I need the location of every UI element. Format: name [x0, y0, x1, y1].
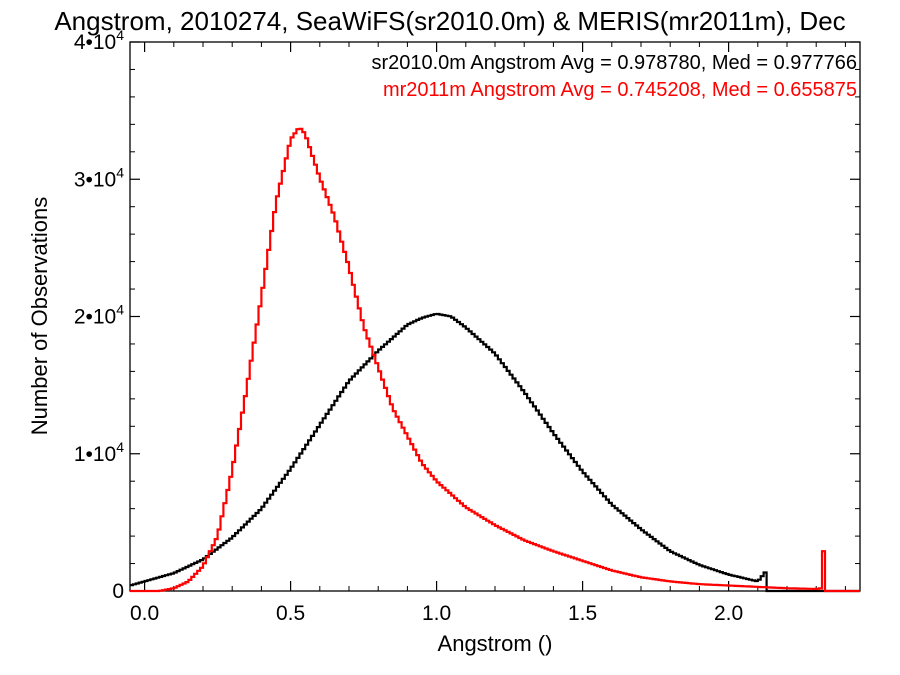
series-layer: [130, 127, 860, 593]
y-tick-label: 1•104: [74, 439, 124, 466]
y-tick-label: 3•104: [74, 164, 124, 191]
x-tick-label: 2.0: [714, 602, 743, 625]
x-tick-label: 1.0: [422, 602, 451, 625]
y-axis-label: Number of Observations: [27, 197, 52, 435]
x-axis-ticks: 0.0 0.5 1.0 1.5 2.0: [130, 42, 846, 625]
chart-title: Angstrom, 2010274, SeaWiFS(sr2010.0m) & …: [54, 6, 845, 36]
y-axis-ticks: 0 1•104 2•104 3•104 4•104: [74, 27, 860, 603]
legend-entry-sr2010: sr2010.0m Angstrom Avg = 0.978780, Med =…: [371, 52, 857, 74]
x-tick-label: 1.5: [568, 602, 597, 625]
series-line-0: [130, 312, 860, 593]
legend-entry-mr2011: mr2011m Angstrom Avg = 0.745208, Med = 0…: [383, 79, 857, 101]
plot-frame: [129, 41, 861, 592]
y-tick-label: 4•104: [74, 27, 124, 54]
y-tick-label: 0: [112, 580, 124, 603]
x-tick-label: 0.0: [130, 602, 159, 625]
y-tick-label: 2•104: [74, 302, 124, 329]
x-tick-label: 0.5: [276, 602, 305, 625]
x-axis-label: Angstrom (): [438, 631, 553, 656]
series-line-1: [130, 127, 860, 593]
